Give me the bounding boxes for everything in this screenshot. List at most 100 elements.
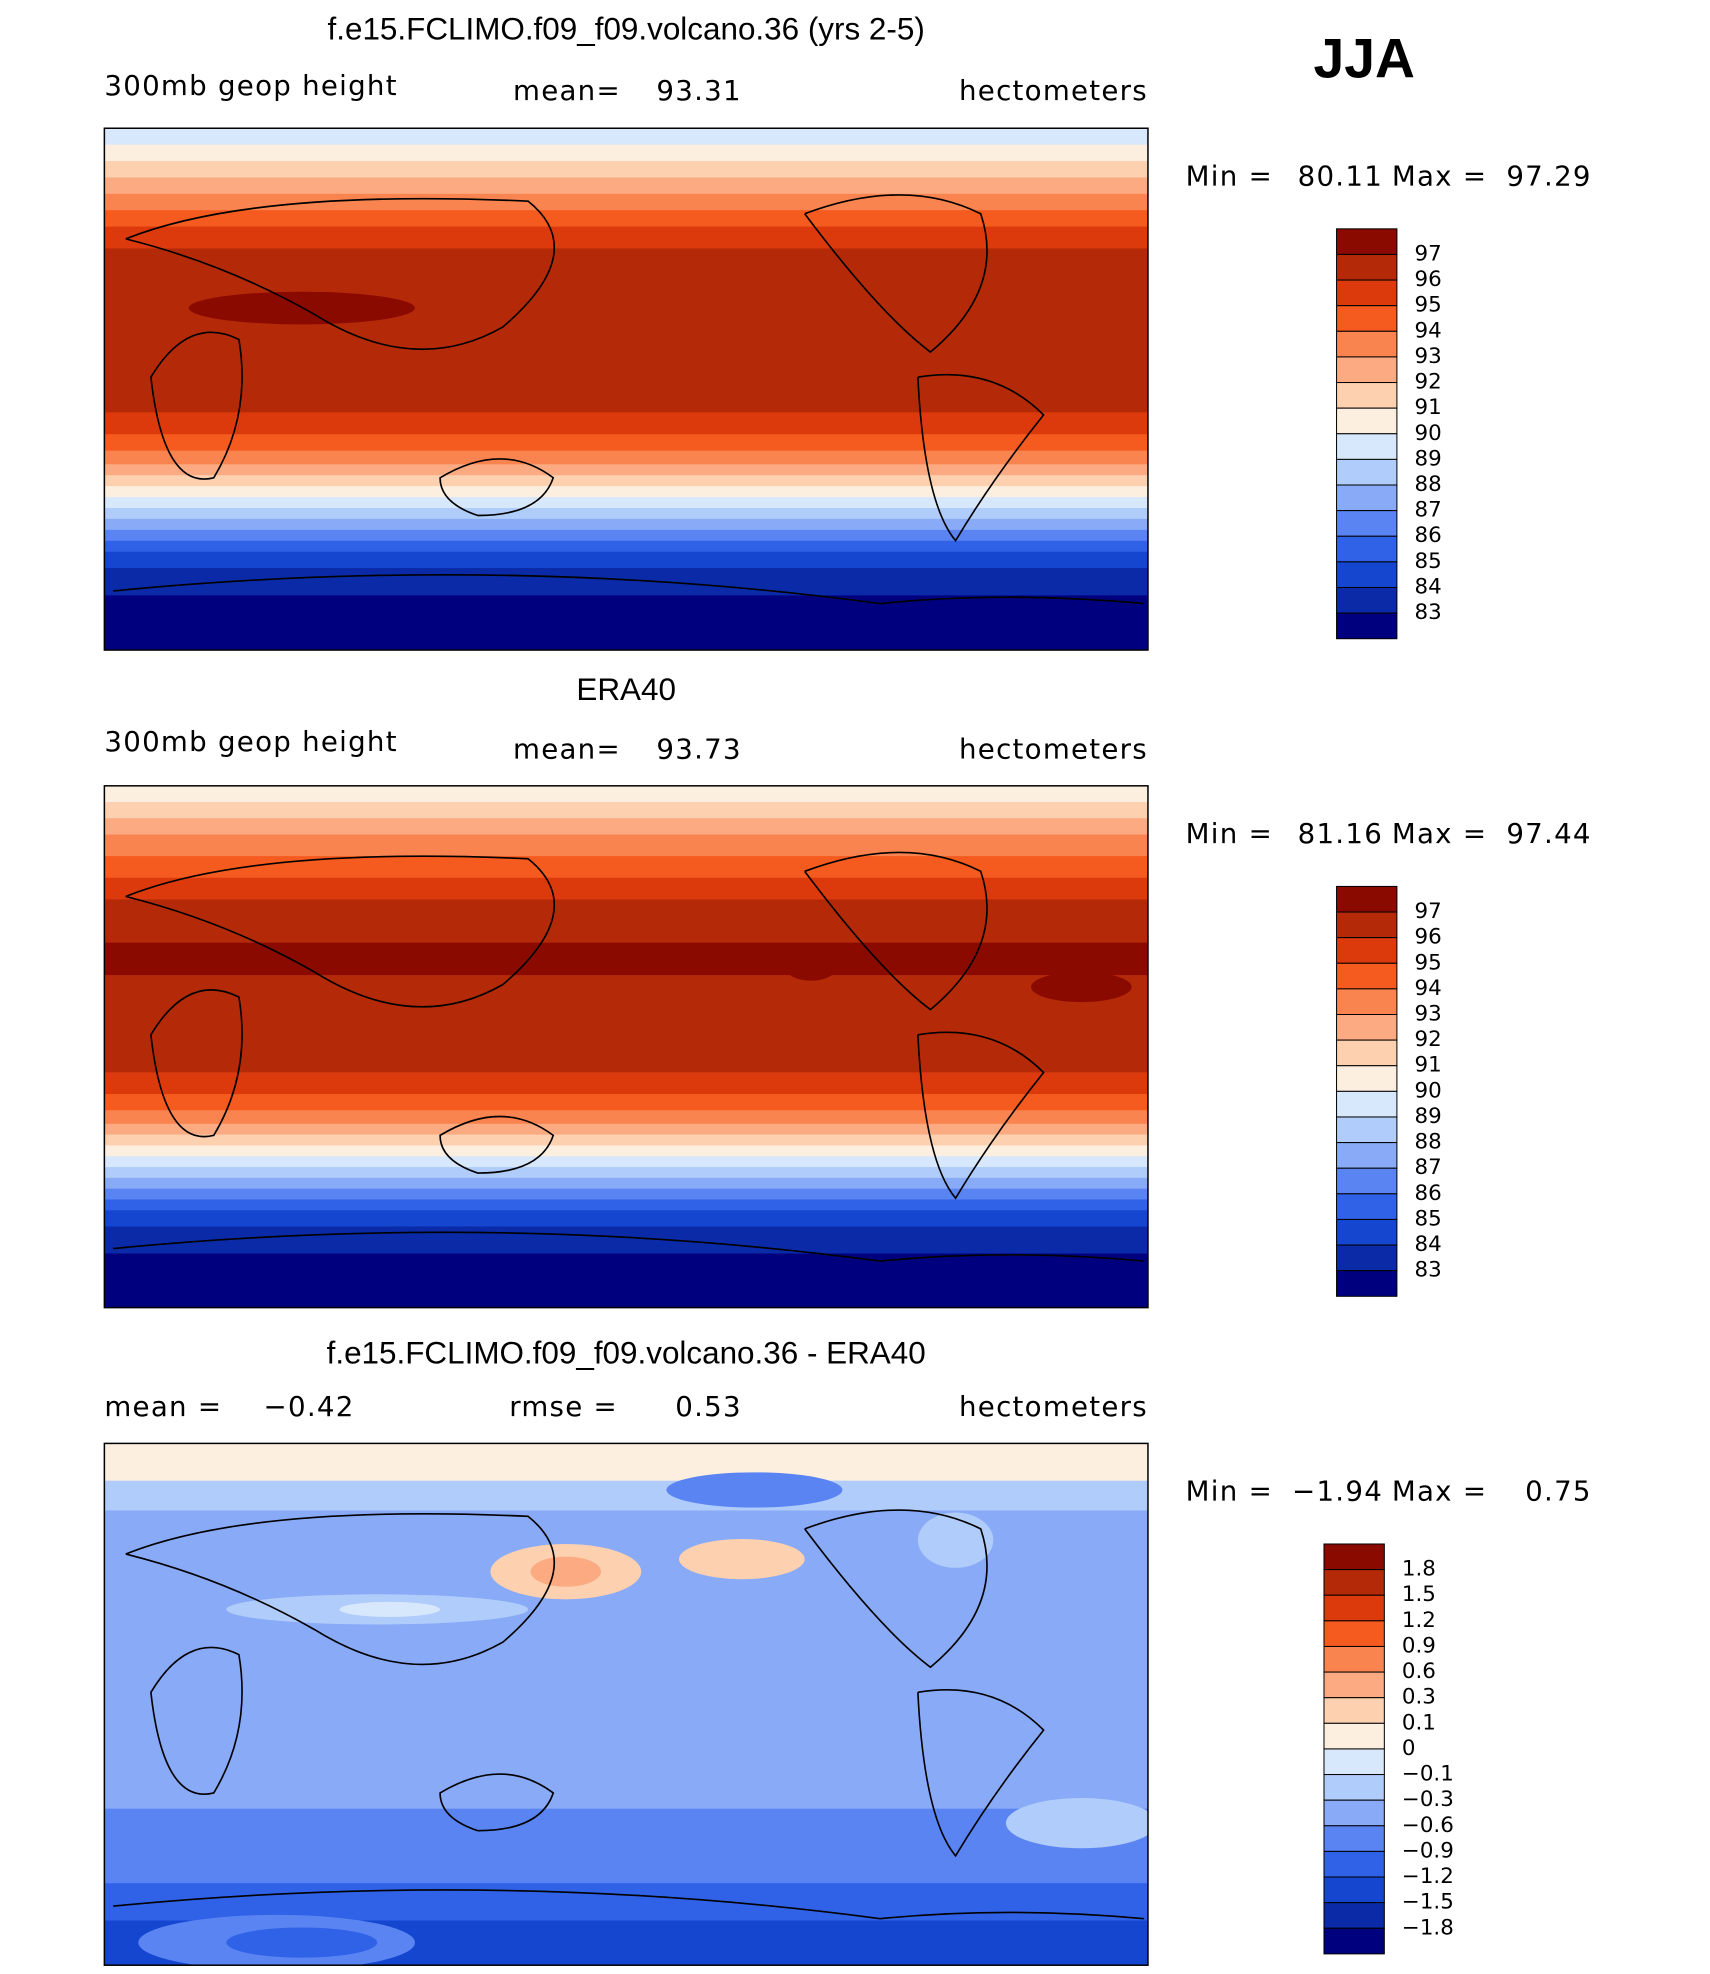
colorbar-label: 84 bbox=[1415, 1232, 1442, 1257]
colorbar-label: 84 bbox=[1415, 574, 1442, 599]
colorbar-label: 87 bbox=[1415, 498, 1442, 523]
coastline bbox=[150, 331, 243, 480]
colorbar-label: 85 bbox=[1415, 1206, 1442, 1231]
colorbar-box bbox=[1336, 356, 1398, 384]
colorbar-box bbox=[1323, 1850, 1385, 1878]
contour-band bbox=[104, 518, 1148, 531]
panel-title: f.e15.FCLIMO.f09_f09.volcano.36 - ERA40 bbox=[327, 1336, 926, 1371]
colorbar-label: 88 bbox=[1415, 472, 1442, 497]
colorbar-box bbox=[1336, 1244, 1398, 1272]
colorbar-label: 94 bbox=[1415, 318, 1442, 343]
colorbar-label: 97 bbox=[1415, 241, 1442, 266]
colorbar-box bbox=[1323, 1543, 1385, 1571]
contour-band bbox=[104, 161, 1148, 179]
colorbar-box bbox=[1336, 1065, 1398, 1092]
contour-band bbox=[104, 144, 1148, 162]
contour-band bbox=[104, 1110, 1148, 1125]
colorbar-label: 95 bbox=[1415, 293, 1442, 318]
contour-band bbox=[104, 1134, 1148, 1147]
contour-band bbox=[104, 1883, 1148, 1922]
map-field bbox=[104, 128, 1148, 651]
map-frame bbox=[103, 127, 1149, 651]
contour-band bbox=[104, 1156, 1148, 1168]
colorbar-box bbox=[1336, 988, 1398, 1016]
map bbox=[103, 785, 1149, 1309]
contour-band bbox=[104, 877, 1148, 901]
colorbar-label: −0.3 bbox=[1402, 1787, 1454, 1812]
units: hectometers bbox=[959, 1390, 1148, 1423]
coastline bbox=[917, 1031, 1045, 1200]
min-value: 80.11 bbox=[1298, 159, 1383, 192]
center-label: rmse = bbox=[509, 1390, 618, 1423]
coastline bbox=[113, 573, 1145, 605]
colorbar-label: 93 bbox=[1415, 344, 1442, 369]
colorbar-label: 90 bbox=[1415, 421, 1442, 446]
colorbar-box bbox=[1336, 433, 1398, 460]
contour-blob bbox=[785, 955, 837, 981]
colorbar-label: −0.9 bbox=[1402, 1838, 1454, 1863]
map-field bbox=[104, 785, 1148, 1308]
contour-band bbox=[104, 568, 1148, 597]
center-value: 0.53 bbox=[675, 1390, 742, 1423]
colorbar-label: 0.1 bbox=[1402, 1710, 1436, 1735]
contour-band bbox=[104, 1480, 1148, 1512]
coastline bbox=[150, 1646, 243, 1795]
contour-band bbox=[104, 942, 1148, 976]
left-label: 300mb geop height bbox=[104, 725, 397, 758]
coastline bbox=[439, 1773, 555, 1832]
center-label: mean= bbox=[513, 74, 621, 107]
colorbar-label: 1.5 bbox=[1402, 1582, 1436, 1607]
min-label: Min = bbox=[1186, 159, 1273, 192]
colorbar-label: 0.6 bbox=[1402, 1659, 1436, 1684]
left-label: 300mb geop height bbox=[104, 69, 397, 102]
max-value: 97.29 bbox=[1506, 159, 1591, 192]
max-label: Max = bbox=[1392, 159, 1487, 192]
coastline bbox=[439, 1115, 555, 1174]
min-value: −1.94 bbox=[1292, 1474, 1383, 1507]
colorbar-box bbox=[1336, 458, 1398, 486]
colorbar-box bbox=[1336, 279, 1398, 307]
colorbar-label: 86 bbox=[1415, 1181, 1442, 1206]
contour-band bbox=[104, 856, 1148, 879]
colorbar-box bbox=[1336, 1218, 1398, 1246]
max-value: 0.75 bbox=[1525, 1474, 1592, 1507]
contour-band bbox=[104, 1199, 1148, 1212]
colorbar-label: 1.2 bbox=[1402, 1608, 1436, 1633]
colorbar-label: −1.2 bbox=[1402, 1864, 1454, 1889]
contour-band bbox=[104, 1123, 1148, 1136]
contour-band bbox=[104, 507, 1148, 520]
colorbar-label: 89 bbox=[1415, 446, 1442, 471]
contour-blob bbox=[530, 1556, 602, 1587]
min-label: Min = bbox=[1186, 1474, 1273, 1507]
coastline bbox=[804, 194, 988, 354]
colorbar-box bbox=[1336, 407, 1398, 435]
colorbar-label: 83 bbox=[1415, 1258, 1442, 1283]
colorbar-box bbox=[1336, 561, 1398, 588]
colorbar-box bbox=[1336, 1090, 1398, 1118]
panel-title: ERA40 bbox=[576, 672, 676, 707]
center-value: 93.31 bbox=[656, 74, 741, 107]
contour-band bbox=[104, 899, 1148, 944]
contour-band bbox=[104, 802, 1148, 820]
colorbar-box bbox=[1336, 228, 1398, 255]
contour-band bbox=[104, 450, 1148, 466]
season-label: JJA bbox=[1313, 27, 1414, 89]
min-label: Min = bbox=[1186, 817, 1273, 850]
colorbar-label: 91 bbox=[1415, 1053, 1442, 1078]
contour-band bbox=[104, 248, 1148, 414]
contour-band bbox=[104, 1072, 1148, 1095]
coastline bbox=[804, 1509, 988, 1669]
contour-band bbox=[104, 210, 1148, 228]
contour-band bbox=[104, 540, 1148, 553]
contour-band bbox=[104, 1188, 1148, 1201]
colorbar-label: 92 bbox=[1415, 1027, 1442, 1052]
colorbar-label: 87 bbox=[1415, 1155, 1442, 1180]
colorbar-label: 86 bbox=[1415, 523, 1442, 548]
map-field bbox=[104, 1443, 1148, 1966]
colorbar-label: 1.8 bbox=[1402, 1557, 1436, 1582]
contour-band bbox=[104, 1094, 1148, 1112]
map bbox=[103, 1442, 1149, 1966]
colorbar-box bbox=[1336, 382, 1398, 409]
colorbar-box bbox=[1336, 885, 1398, 913]
colorbar-box bbox=[1336, 510, 1398, 537]
